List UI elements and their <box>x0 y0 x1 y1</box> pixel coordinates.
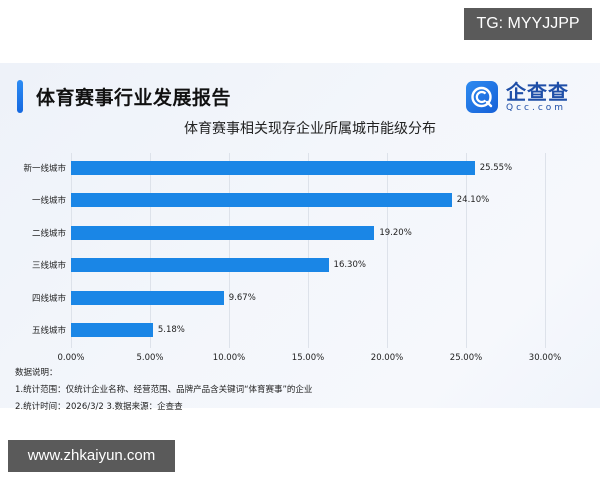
category-label: 一线城市 <box>31 196 66 206</box>
bar-chart: 0.00% 5.00% 10.00% 15.00% 20.00% 25.00% 30.00%… <box>0 63 600 408</box>
gridline <box>387 153 388 348</box>
x-tick-label: 25.00% <box>449 353 483 363</box>
qcc-logo-icon <box>466 81 498 113</box>
report-card: 体育赛事行业发展报告 体育赛事相关现存企业所属城市能级分布 企查查 Qcc.co… <box>0 63 600 412</box>
value-label: 16.30% <box>333 260 366 270</box>
category-label: 新一线城市 <box>23 164 66 174</box>
category-label: 三线城市 <box>31 261 66 271</box>
bar <box>71 258 329 272</box>
data-notes: 数据说明： 1.统计范围：仅统计企业名称、经营范围、品牌产品含关键词“体育赛事”… <box>15 365 312 416</box>
bar <box>71 323 153 337</box>
category-label: 五线城市 <box>31 326 66 336</box>
logo-en-text: Qcc.com <box>506 103 567 113</box>
gridline <box>150 153 151 348</box>
watermark-top: TG: MYYJJPP <box>464 8 592 40</box>
x-tick-label: 30.00% <box>528 353 562 363</box>
report-title: 体育赛事行业发展报告 <box>36 87 232 109</box>
notes-line-1: 1.统计范围：仅统计企业名称、经营范围、品牌产品含关键词“体育赛事”的企业 <box>15 385 313 395</box>
bar <box>71 291 224 305</box>
category-label: 二线城市 <box>31 229 66 239</box>
notes-line-2: 2.统计时间：2026/3/2 3.数据来源：企查查 <box>15 402 183 412</box>
gridline <box>71 153 72 348</box>
bar <box>71 193 452 207</box>
title-accent-bar <box>17 80 23 113</box>
value-label: 5.18% <box>157 325 185 335</box>
value-label: 24.10% <box>456 195 490 205</box>
bar <box>71 226 375 240</box>
notes-heading: 数据说明： <box>15 368 58 378</box>
value-label: 19.20% <box>379 228 412 238</box>
logo-cn-text: 企查查 <box>506 80 569 104</box>
value-label: 25.55% <box>479 163 513 173</box>
bar <box>71 161 475 175</box>
gridline <box>545 153 546 348</box>
x-tick-label: 20.00% <box>370 353 404 363</box>
category-label: 四线城市 <box>31 294 66 304</box>
x-tick-label: 0.00% <box>57 353 85 363</box>
gridline <box>466 153 467 348</box>
chart-subtitle: 体育赛事相关现存企业所属城市能级分布 <box>184 121 436 137</box>
gridline <box>308 153 309 348</box>
x-tick-label: 15.00% <box>291 353 325 363</box>
qcc-logo: 企查查 Qcc.com <box>466 81 569 113</box>
watermark-bottom: www.zhkaiyun.com <box>8 440 175 472</box>
value-label: 9.67% <box>228 293 256 303</box>
gridline <box>229 153 230 348</box>
x-tick-label: 10.00% <box>212 353 246 363</box>
x-tick-label: 5.00% <box>136 353 164 363</box>
